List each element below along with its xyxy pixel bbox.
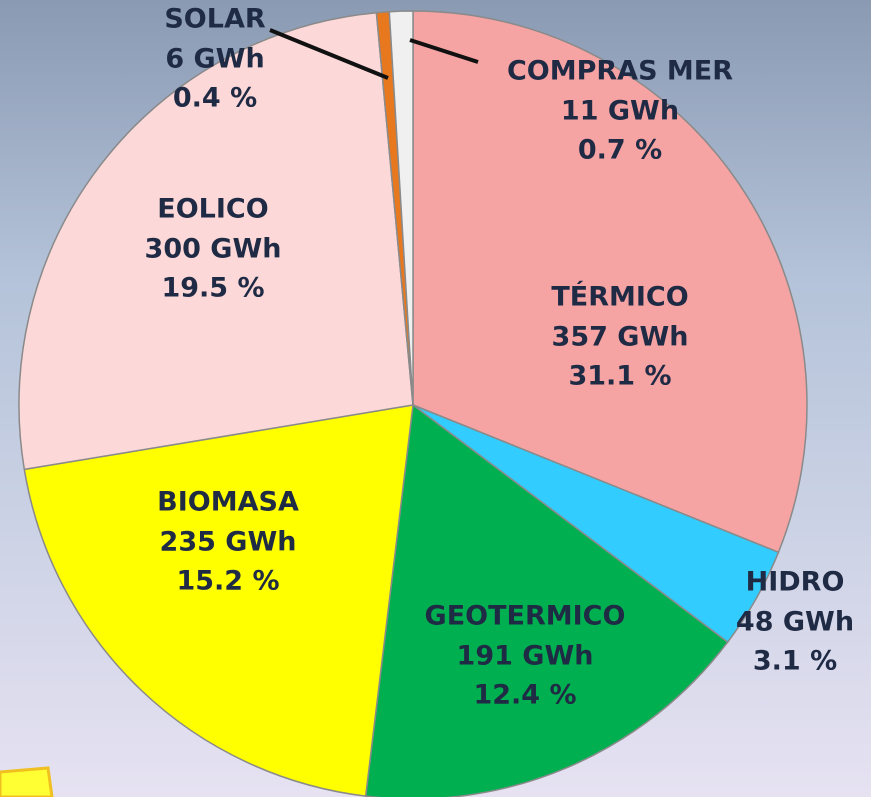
- slice: [364, 403, 729, 797]
- slice: [18, 11, 414, 471]
- percent-label: 19.5 %: [161, 273, 264, 304]
- slice: [412, 10, 808, 554]
- leader-line: [409, 38, 479, 64]
- value-label: 300 GWh: [145, 234, 282, 265]
- pie: [18, 10, 808, 797]
- leader-line: [269, 28, 389, 80]
- slice-label: TÉRMICO: [551, 281, 688, 313]
- slice-label: EOLICO: [157, 194, 268, 225]
- slice-label: BIOMASA: [157, 487, 299, 518]
- value-label: 48 GWh: [736, 607, 854, 638]
- value-label: 235 GWh: [160, 527, 297, 558]
- decoration: [0, 766, 54, 797]
- value-label: 6 GWh: [165, 44, 264, 75]
- slice: [388, 10, 414, 406]
- percent-label: 12.4 %: [473, 680, 576, 711]
- value-label: 191 GWh: [457, 641, 594, 672]
- value-label: 11 GWh: [561, 96, 679, 127]
- percent-label: 15.2 %: [176, 566, 279, 597]
- percent-label: 3.1 %: [753, 646, 837, 677]
- slice-label: GEOTERMICO: [425, 601, 626, 632]
- slice-label: SOLAR: [164, 4, 265, 35]
- percent-label: 31.1 %: [568, 361, 671, 392]
- slice-label: COMPRAS MER: [507, 56, 733, 87]
- percent-label: 0.4 %: [173, 83, 257, 114]
- value-label: 357 GWh: [552, 322, 689, 353]
- slice: [23, 404, 414, 797]
- percent-label: 0.7 %: [578, 135, 662, 166]
- slice-label: HIDRO: [746, 567, 845, 598]
- labels: TÉRMICO 357 GWh 31.1 % HIDRO 48 GWh 3.1 % GEOT…: [145, 4, 855, 711]
